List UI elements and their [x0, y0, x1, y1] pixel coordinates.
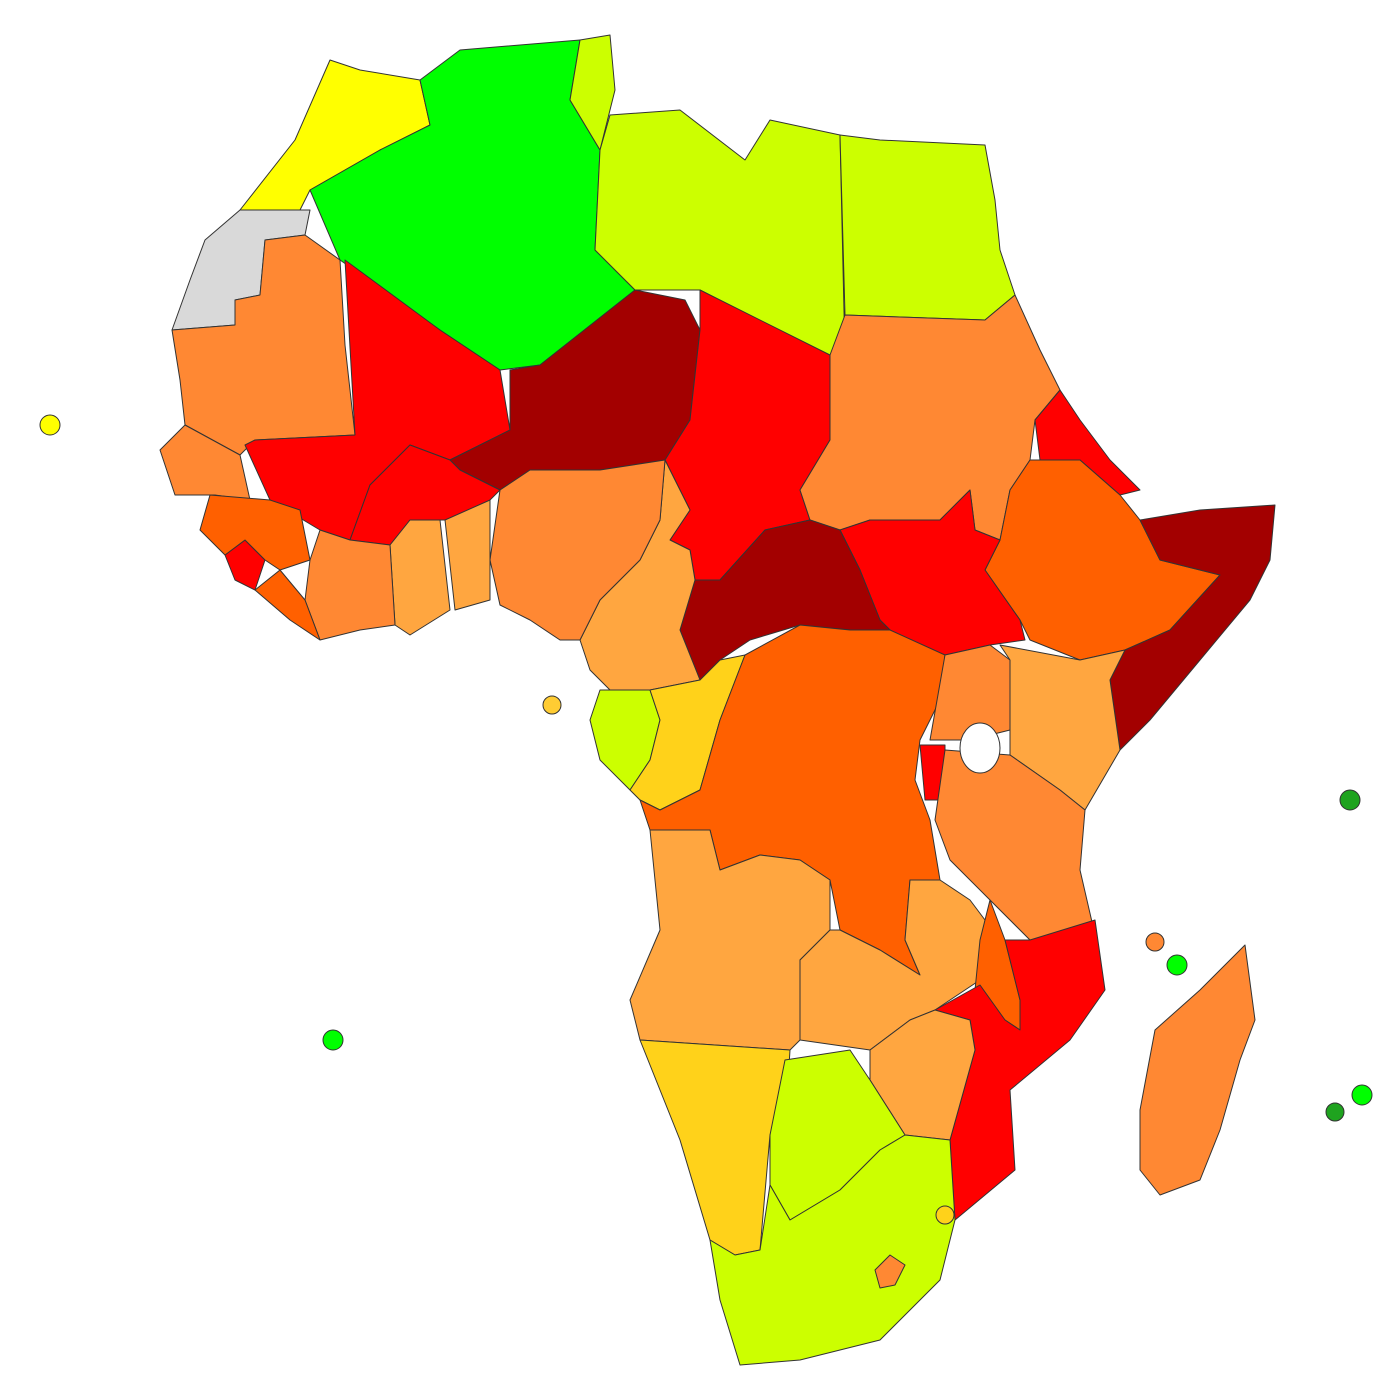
island: [1166, 954, 1188, 976]
island: [935, 1205, 955, 1225]
country: [1109, 504, 1276, 751]
country: [199, 494, 311, 571]
country: [389, 519, 451, 636]
country: [874, 1254, 906, 1289]
country: [444, 499, 491, 611]
island: [1145, 932, 1165, 952]
country: [594, 109, 846, 356]
country: [254, 569, 321, 641]
island: [322, 1029, 344, 1051]
country: [709, 1134, 956, 1366]
country: [304, 529, 396, 641]
country: [489, 459, 666, 641]
island: [1325, 1102, 1345, 1122]
island: [39, 414, 61, 436]
country: [569, 34, 616, 151]
country: [839, 134, 1016, 321]
country: [1139, 944, 1256, 1196]
island: [1351, 1084, 1373, 1106]
lake: [959, 722, 1001, 774]
island: [1339, 789, 1361, 811]
island: [542, 695, 562, 715]
